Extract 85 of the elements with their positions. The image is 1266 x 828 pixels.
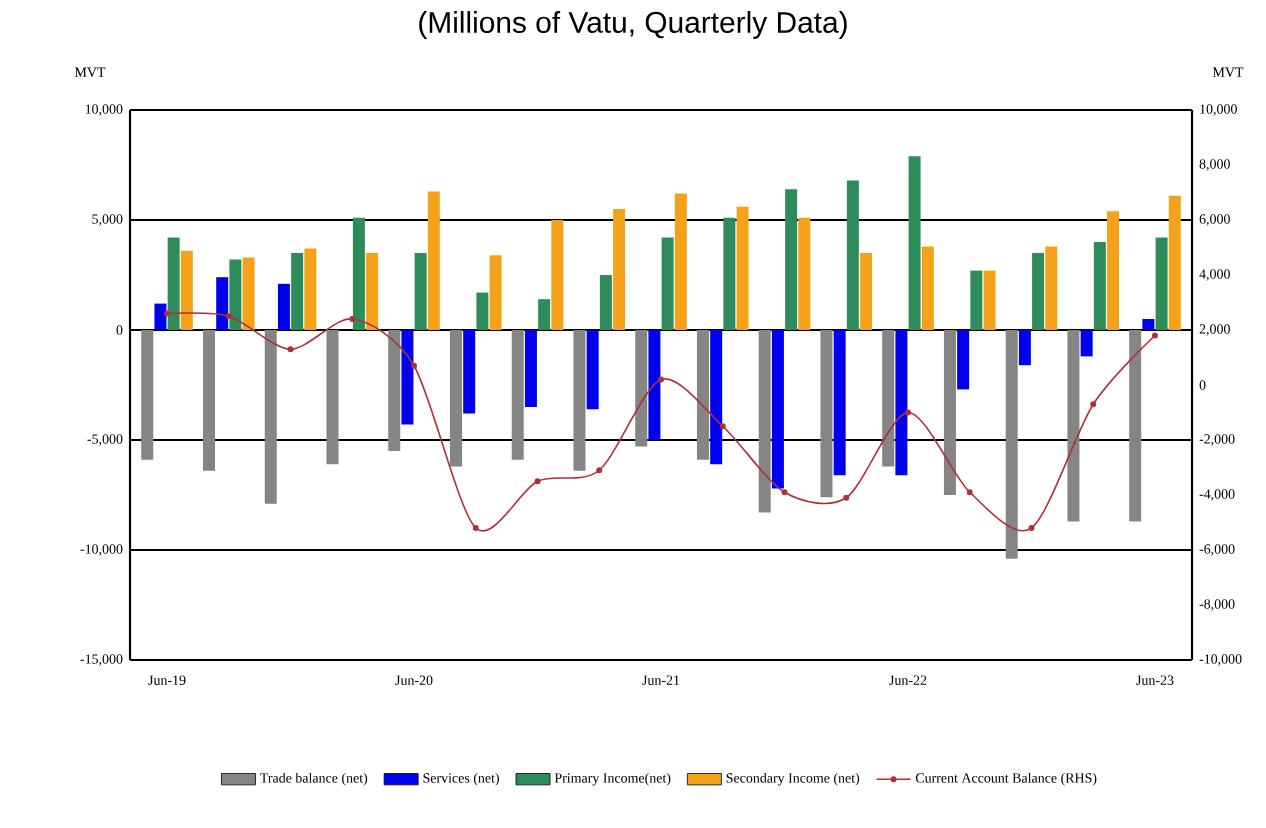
bar [489, 255, 502, 330]
point [411, 362, 418, 369]
bar [242, 257, 255, 330]
bar [414, 253, 427, 330]
bar [635, 330, 648, 447]
bar [908, 156, 921, 330]
bar [1080, 330, 1093, 357]
point [658, 376, 665, 383]
bar [1067, 330, 1080, 522]
bar [573, 330, 586, 471]
point [349, 316, 356, 322]
bar [352, 217, 365, 330]
bar [216, 277, 229, 330]
bar [154, 303, 167, 330]
bar [696, 330, 709, 460]
point [781, 489, 788, 496]
bar [203, 330, 215, 471]
bar [1045, 246, 1058, 330]
bar [463, 330, 476, 414]
bar [229, 259, 242, 330]
bar [736, 206, 749, 330]
bar [264, 330, 277, 504]
bar [141, 330, 154, 460]
point [1090, 401, 1097, 408]
point [596, 467, 603, 474]
bar [1005, 330, 1018, 559]
bar [326, 330, 339, 465]
bar [921, 246, 934, 330]
point [719, 423, 726, 430]
bar [1129, 330, 1142, 522]
bar [723, 217, 736, 330]
bar [771, 330, 784, 489]
bar [427, 191, 440, 330]
bar [1107, 211, 1120, 330]
bar [1032, 253, 1045, 330]
bar [895, 330, 908, 476]
bar [970, 270, 983, 330]
bar [551, 220, 564, 330]
bar [180, 250, 193, 330]
bar [476, 292, 489, 330]
bar [277, 283, 290, 330]
chart-title: (Millions of Vatu, Quarterly Data) [419, 11, 847, 39]
bar [388, 330, 401, 451]
bar [586, 330, 599, 410]
point [287, 346, 294, 353]
bar [833, 330, 846, 476]
bar [1018, 330, 1031, 366]
bar [613, 209, 626, 330]
point [225, 313, 232, 320]
point [472, 525, 479, 531]
bar [648, 330, 661, 440]
bar [758, 330, 771, 513]
bar [846, 180, 859, 330]
bar [1142, 319, 1155, 330]
bar [511, 330, 524, 460]
bar [882, 330, 895, 467]
bar [167, 237, 180, 330]
bar [983, 270, 996, 330]
bar [366, 253, 379, 330]
bar [710, 330, 723, 465]
bar [1155, 237, 1168, 330]
point [905, 409, 911, 416]
bar [860, 253, 873, 330]
bar [661, 237, 674, 330]
point [164, 310, 171, 317]
bar [957, 330, 970, 390]
bar [304, 248, 317, 330]
point [843, 494, 850, 501]
point [966, 489, 973, 496]
point [1028, 525, 1035, 531]
bar [674, 193, 687, 330]
bar [538, 299, 551, 330]
bar [785, 189, 798, 330]
bar [820, 330, 833, 498]
bar [943, 330, 956, 495]
bar [291, 253, 304, 330]
bar [524, 330, 537, 407]
point [1151, 332, 1158, 339]
bar [599, 275, 612, 330]
bar [449, 330, 462, 467]
bar [1093, 242, 1106, 330]
bar [1168, 195, 1181, 330]
bar [798, 217, 811, 330]
point [534, 478, 541, 485]
bar [401, 330, 414, 425]
